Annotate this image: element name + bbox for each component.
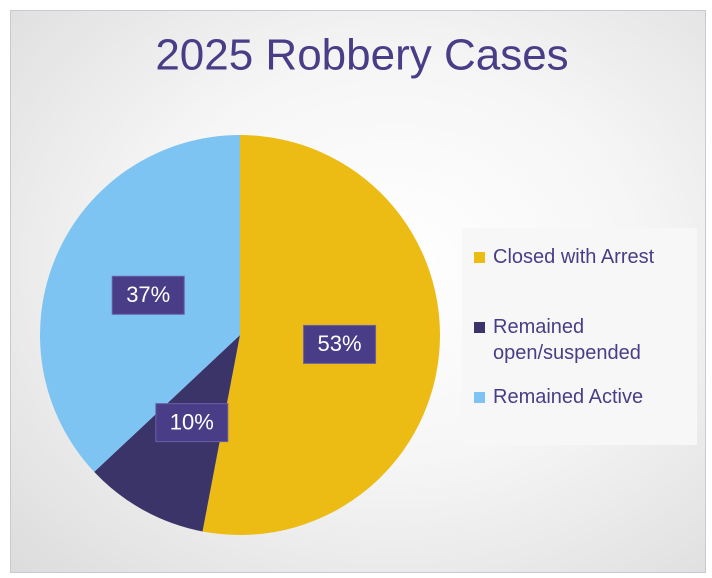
legend-item: Remained open/suspended (474, 314, 684, 366)
data-label: 53% (318, 331, 362, 356)
legend-label: Remained Active (493, 386, 644, 408)
legend-swatch (474, 392, 485, 403)
data-label: 10% (170, 409, 214, 434)
legend-item: Remained Active (474, 384, 684, 410)
data-label-box (155, 403, 229, 443)
chart-title: 2025 Robbery Cases (155, 31, 568, 80)
legend-label: Closed with Arrest (493, 246, 655, 268)
data-label: 37% (126, 282, 170, 307)
legend: Closed with Arrest Remained open/suspende… (462, 228, 697, 445)
legend-swatch (474, 252, 485, 263)
legend-item: Closed with Arrest (474, 244, 684, 270)
legend-swatch (474, 322, 485, 333)
data-label-box (111, 275, 185, 315)
data-label-box (303, 324, 377, 364)
legend-label: Remained open/suspended (493, 316, 641, 364)
